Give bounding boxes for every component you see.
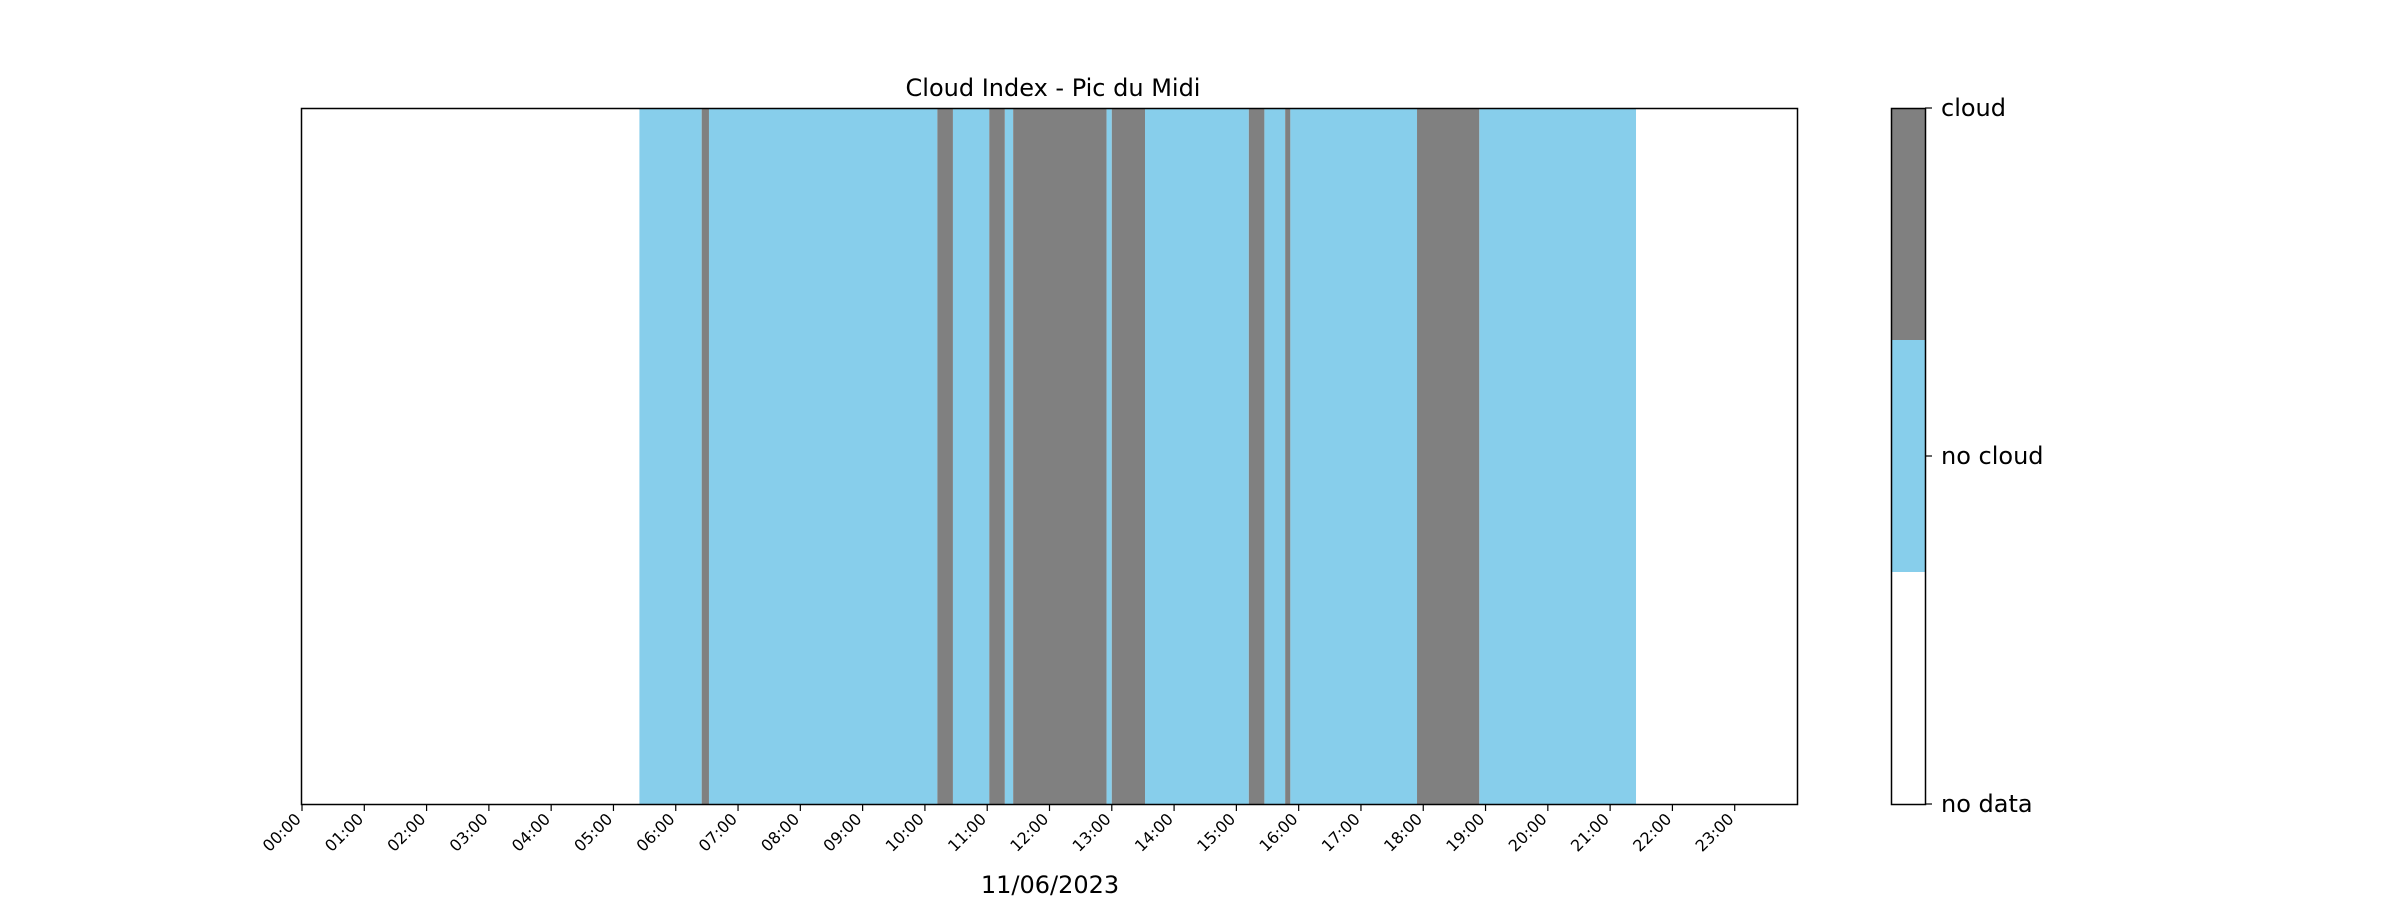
colorbar-swatch-cloud xyxy=(1891,108,1925,340)
segment-no-cloud-9 xyxy=(1106,109,1112,804)
segment-cloud-12 xyxy=(1248,109,1265,804)
segment-cloud-2 xyxy=(701,109,709,804)
x-tick-label: 19:00 xyxy=(1442,809,1488,855)
segment-no-cloud-11 xyxy=(1145,109,1249,804)
x-tick-label: 14:00 xyxy=(1131,809,1177,855)
x-tick-label: 20:00 xyxy=(1505,809,1551,855)
x-tick-label: 09:00 xyxy=(819,809,865,855)
x-tick-label: 11:00 xyxy=(944,809,990,855)
segment-cloud-10 xyxy=(1111,109,1146,804)
colorbar: no data no cloud cloud xyxy=(1890,94,2044,818)
x-tick-label: 04:00 xyxy=(508,809,554,855)
x-tick-label: 06:00 xyxy=(633,809,679,855)
segment-cloud-4 xyxy=(937,109,953,804)
plot-segments xyxy=(302,109,1797,804)
x-tick-label: 16:00 xyxy=(1255,809,1301,855)
segment-cloud-14 xyxy=(1285,109,1291,804)
x-axis-label: 11/06/2023 xyxy=(981,871,1119,899)
x-tick-label: 15:00 xyxy=(1193,809,1239,855)
x-tick-label: 21:00 xyxy=(1567,809,1613,855)
x-tick-label: 18:00 xyxy=(1380,809,1426,855)
x-tick-label: 08:00 xyxy=(757,809,803,855)
segment-no-cloud-5 xyxy=(952,109,990,804)
segment-cloud-16 xyxy=(1417,109,1480,804)
x-tick-label: 02:00 xyxy=(383,809,429,855)
x-tick-label: 12:00 xyxy=(1006,809,1052,855)
segment-no-cloud-15 xyxy=(1290,109,1418,804)
segment-no-data-18 xyxy=(1636,109,1797,804)
colorbar-label-no-cloud: no cloud xyxy=(1941,442,2044,470)
segment-no-cloud-1 xyxy=(639,109,702,804)
x-axis: 00:00 01:00 02:00 03:00 04:00 05:00 06:00 07:00… xyxy=(259,804,1738,855)
x-tick-label: 17:00 xyxy=(1318,809,1364,855)
colorbar-swatch-no-cloud xyxy=(1891,340,1925,572)
x-tick-label: 22:00 xyxy=(1629,809,1675,855)
x-tick-label: 23:00 xyxy=(1691,809,1737,855)
x-tick-label: 13:00 xyxy=(1069,809,1115,855)
chart-title: Cloud Index - Pic du Midi xyxy=(906,74,1201,102)
x-tick-label: 10:00 xyxy=(882,809,928,855)
x-tick-label: 03:00 xyxy=(446,809,492,855)
x-tick-label: 01:00 xyxy=(321,809,367,855)
colorbar-swatch-no-data xyxy=(1891,572,1925,804)
segment-no-cloud-3 xyxy=(708,109,938,804)
colorbar-label-no-data: no data xyxy=(1941,790,2033,818)
x-tick-label: 05:00 xyxy=(570,809,616,855)
segment-cloud-8 xyxy=(1013,109,1107,804)
segment-no-cloud-17 xyxy=(1479,109,1637,804)
segment-no-cloud-13 xyxy=(1264,109,1286,804)
x-tick-label: 07:00 xyxy=(695,809,741,855)
segment-cloud-6 xyxy=(989,109,1005,804)
x-tick-label: 00:00 xyxy=(259,809,305,855)
segment-no-data-0 xyxy=(302,109,640,804)
colorbar-label-cloud: cloud xyxy=(1941,94,2006,122)
segment-no-cloud-7 xyxy=(1004,109,1014,804)
